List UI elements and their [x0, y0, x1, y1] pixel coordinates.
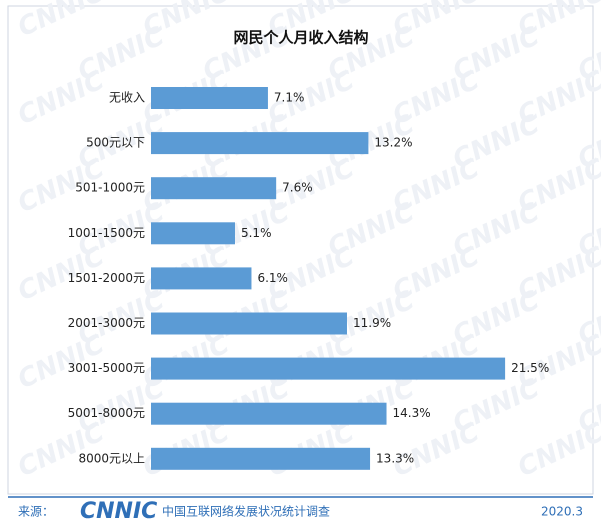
value-label: 14.3% [393, 406, 431, 420]
bar [151, 222, 235, 245]
value-label: 6.1% [257, 271, 288, 285]
value-label: 21.5% [511, 361, 549, 375]
bar [151, 267, 252, 290]
value-label: 7.6% [282, 181, 313, 195]
category-label: 无收入 [109, 91, 145, 105]
value-label: 7.1% [274, 91, 305, 105]
category-label: 500元以下 [86, 136, 145, 150]
value-label: 13.3% [376, 451, 414, 465]
category-label: 3001-5000元 [68, 361, 145, 375]
bar [151, 447, 371, 470]
category-label: 8000元以上 [78, 451, 145, 465]
value-label: 13.2% [374, 136, 412, 150]
footer-source-label: 来源： [18, 505, 54, 519]
footer-date: 2020.3 [541, 505, 583, 519]
category-label: 501-1000元 [75, 181, 145, 195]
footer-source: 中国互联网络发展状况统计调查 [162, 504, 330, 519]
bar [151, 312, 347, 335]
category-label: 5001-8000元 [68, 406, 145, 420]
bar [151, 402, 387, 425]
category-label: 2001-3000元 [68, 316, 145, 330]
bar [151, 357, 506, 380]
value-label: 5.1% [241, 226, 272, 240]
chart-title: 网民个人月收入结构 [233, 29, 368, 47]
category-label: 1501-2000元 [68, 271, 145, 285]
category-label: 1001-1500元 [68, 226, 145, 240]
bar [151, 132, 369, 155]
bar [151, 87, 268, 109]
bar [151, 177, 277, 200]
value-label: 11.9% [353, 316, 391, 330]
footer-logo: CNNIC [80, 499, 157, 523]
